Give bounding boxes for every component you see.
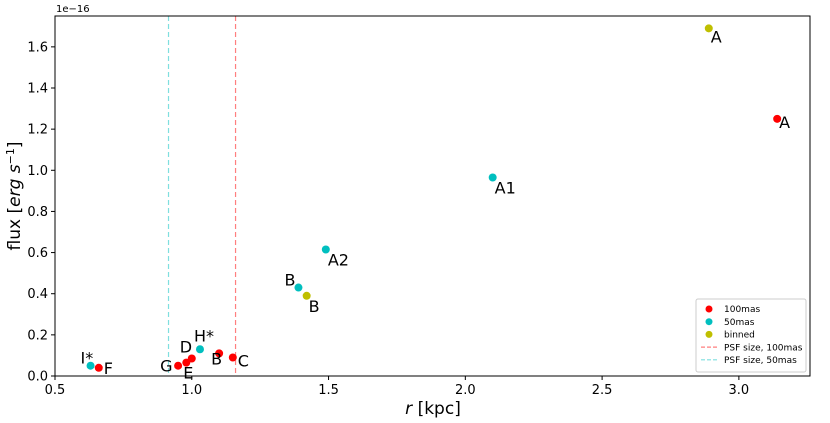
legend-label: 100mas [724,305,760,315]
data-point [187,354,196,363]
legend-marker [705,318,713,326]
y-axis-title: flux [erg s−1] [4,142,26,251]
y-tick-label: 0.2 [27,328,48,343]
point-label: B [284,271,295,290]
data-point [773,114,782,123]
x-tick-label: 2.0 [455,383,476,398]
data-point [302,291,311,300]
data-point [321,245,330,254]
y-tick-label: 1.6 [27,40,48,55]
legend-label: PSF size, 50mas [724,356,797,366]
data-point [94,363,103,372]
x-tick-label: 1.0 [181,383,202,398]
plot-frame [54,15,811,377]
data-point [86,361,95,370]
point-label: B [309,297,320,316]
x-tick-label: 2.5 [592,383,613,398]
data-point [704,24,713,33]
x-axis-title: r [kpc] [405,399,461,419]
legend-marker [705,305,713,313]
x-tick-label: 0.5 [45,383,66,398]
y-tick-label: 0.8 [27,205,48,220]
data-point [228,353,237,362]
data-point [488,173,497,182]
legend: 100mas 50mas binned PSF size, 100mas PSF siz… [695,298,807,373]
data-points [86,24,782,372]
data-point [294,283,303,292]
y-tick-label: 0.6 [27,246,48,261]
point-label: F [104,359,113,378]
data-point [174,361,183,370]
y-tick-label: 0.4 [27,287,48,302]
legend-label: 50mas [724,318,755,328]
point-label: B [211,349,222,368]
data-point [215,349,224,358]
point-label: A2 [328,250,349,269]
point-label: G [160,357,172,376]
psf-lines [167,16,237,376]
point-label: I* [81,349,94,368]
y-tick-label: 1.2 [27,123,48,138]
point-label: H* [194,326,214,345]
y-tick-label: 1.4 [27,82,48,97]
legend-box [695,298,807,373]
x-tick-label: 3.0 [729,383,750,398]
axes: 0.5 1.0 1.5 2.0 2.5 3.0 0.0 0.2 0.4 0.6 0.8 1.0 1.2 1… [27,15,811,398]
point-label: A [711,27,722,46]
legend-marker [705,330,713,338]
y-tick-label: 1.0 [27,164,48,179]
data-point [195,345,204,354]
legend-label: binned [724,331,755,341]
y-tick-label: 0.0 [27,370,48,385]
point-label: E [183,364,193,383]
legend-label: PSF size, 100mas [724,343,803,353]
point-label: A1 [495,178,516,197]
y-offset-label: 1e−16 [56,4,90,15]
x-tick-label: 1.5 [318,383,339,398]
point-label: A [779,113,790,132]
point-label: C [238,351,249,370]
data-point [182,358,191,367]
point-label: D [180,338,192,357]
